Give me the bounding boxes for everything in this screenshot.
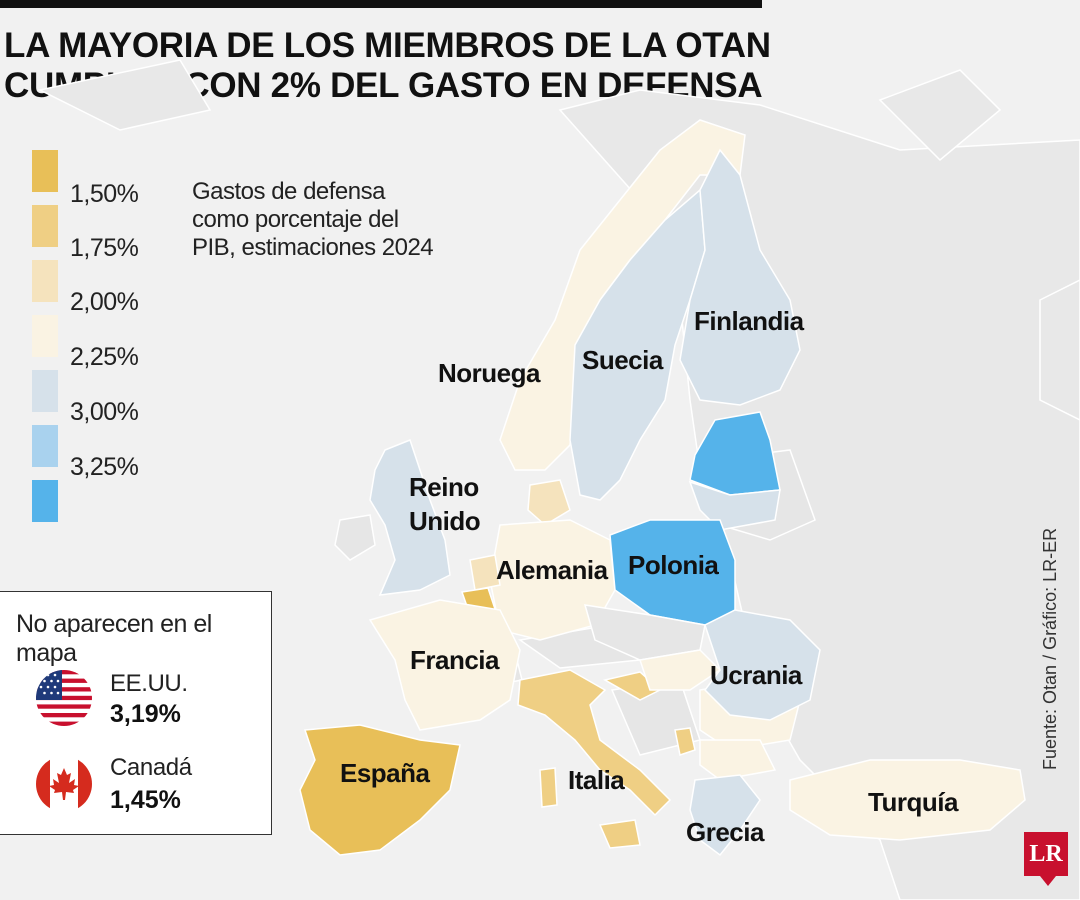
norway-shape [499,119,746,471]
legend-label-2: 1,75% [70,234,139,262]
label-suecia: Suecia [582,345,663,375]
absent-name-us: EE.UU. [110,670,188,697]
label-noruega: Noruega [438,358,540,388]
lithuania-shape [688,480,781,531]
finland-shape [679,148,801,406]
legend-note-line-1: Gastos de defensa [192,178,385,205]
legend-label-6: 3,25% [70,453,139,481]
label-grecia: Grecia [686,817,764,847]
label-turquia: Turquía [868,787,958,817]
legend-label-1: 1,50% [70,180,139,208]
italy-shape [517,669,672,817]
legend-swatch-6 [32,425,58,467]
label-reino-unido: Reino Unido [409,470,481,538]
legend-note: Gastos de defensa como porcentaje del PI… [192,178,452,262]
label-polonia: Polonia [628,550,719,580]
label-ucrania: Ucrania [710,660,802,690]
canada-flag-icon [36,756,92,812]
spain-shape [299,724,461,856]
sicily-shape [598,819,641,849]
turkey-shape [789,759,1026,841]
title-line-1: LA MAYORIA DE LOS MIEMBROS DE LA OTAN [4,26,771,65]
absent-value-canada: 1,45% [110,786,181,814]
legend-label-3: 2,00% [70,288,139,316]
label-espana: España [340,758,430,788]
legend-note-line-3: PIB, estimaciones 2024 [192,234,434,261]
denmark-shape [527,479,571,526]
legend-swatch-1 [32,150,58,192]
legend-swatch-3 [32,260,58,302]
top-rule [0,0,762,8]
legend-label-4: 2,25% [70,343,139,371]
legend-swatch-4 [32,315,58,357]
us-flag-icon [36,670,92,726]
absent-name-canada: Canadá [110,754,192,781]
legend-label-5: 3,00% [70,398,139,426]
label-finlandia: Finlandia [694,306,804,336]
greece-shape [689,774,761,857]
france-shape [368,599,521,731]
absent-value-us: 3,19% [110,700,181,728]
lr-logo: LR [1024,832,1068,876]
albania-shape [674,727,696,756]
sardinia-shape [539,767,558,808]
source-credit: Fuente: Otan / Gráfico: LR-ER [1040,527,1060,770]
sweden-shape [569,188,706,501]
legend-swatch-2 [32,205,58,247]
label-francia: Francia [410,645,500,675]
label-alemania: Alemania [496,555,608,585]
legend-note-line-2: como porcentaje del [192,206,399,233]
legend-swatch-5 [32,370,58,412]
ukraine-shape [704,609,821,721]
netherlands-shape [469,554,501,591]
absent-box-title: No aparecen en el mapa [16,610,212,667]
absent-countries-box: No aparecen en el mapa EE.UU. 3,19% [0,591,272,835]
bulgaria-shape [699,739,777,781]
legend-swatch-7 [32,480,58,522]
label-reino-unido-line-1: Reino [409,472,479,502]
uk-shape [369,439,451,596]
label-italia: Italia [568,765,625,795]
label-reino-unido-line-2: Unido [409,506,481,536]
lr-logo-tail [1040,876,1056,886]
ireland-shape [334,514,376,561]
hungary-shape [639,649,722,691]
